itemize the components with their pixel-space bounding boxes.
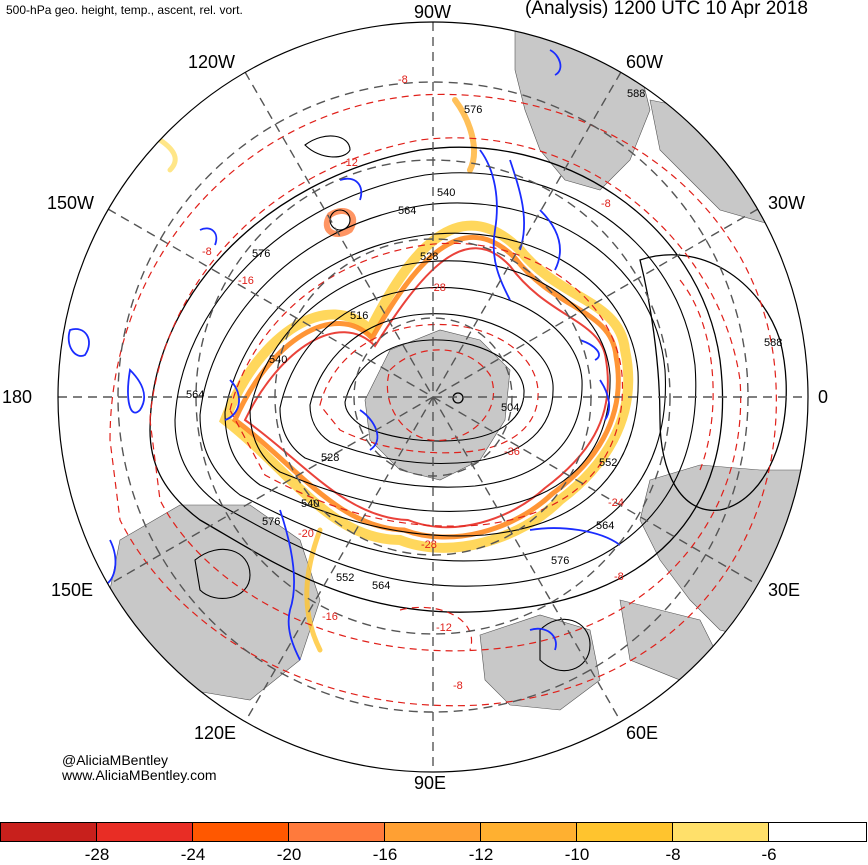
graticule [58, 22, 808, 772]
land-greenland [514, 24, 651, 191]
colorbar-cell [0, 822, 97, 842]
colorbar-tick: -16 [372, 845, 398, 864]
temperature-contours [109, 93, 777, 707]
temp-label: -8 [601, 198, 611, 210]
height-label: 576 [551, 555, 570, 567]
height-label: 576 [464, 104, 483, 116]
height-contours [149, 135, 787, 672]
lon-label-30w: 30W [768, 193, 806, 213]
credit-handle: @AliciaMBentley [62, 752, 169, 768]
lon-label-0: 0 [818, 387, 829, 407]
lon-label-60e: 60E [626, 723, 659, 743]
temp-label: -20 [298, 528, 314, 540]
temp-label: -16 [238, 275, 254, 287]
colorbar-cell [288, 822, 385, 842]
colorbar-tick: -28 [84, 845, 110, 864]
lon-label-60w: 60W [626, 52, 664, 72]
colorbar-tick: -24 [180, 845, 206, 864]
height-label: 552 [599, 457, 618, 469]
temp-label: -28 [430, 282, 446, 294]
height-label: 588 [764, 337, 783, 349]
colorbar-cell [576, 822, 673, 842]
lon-label-180: 180 [2, 387, 33, 407]
temp-label: -8 [202, 246, 212, 258]
lon-label-120w: 120W [188, 52, 236, 72]
temp-label: -12 [342, 157, 358, 169]
colorbar-cell [768, 822, 867, 842]
vorticity-shading [157, 97, 634, 653]
height-label: 528 [321, 452, 340, 464]
temp-label: -8 [398, 74, 408, 86]
lon-label-90e: 90E [414, 773, 447, 793]
height-label: 540 [269, 354, 288, 366]
lon-label-90w: 90W [414, 2, 452, 22]
map-boundary [57, 21, 809, 773]
colorbar-cell [96, 822, 193, 842]
colorbar-tick: -20 [276, 845, 302, 864]
height-label: 564 [398, 205, 417, 217]
map-content [58, 22, 808, 772]
colorbar-tick: -12 [468, 845, 494, 864]
temp-label: -24 [608, 497, 624, 509]
colorbar-cell [384, 822, 481, 842]
height-label: 564 [186, 389, 205, 401]
height-label: 576 [252, 248, 271, 260]
lon-label-150w: 150W [47, 193, 95, 213]
colorbar-cell [480, 822, 577, 842]
ascent-contours [67, 49, 621, 661]
land-asia-east [109, 504, 321, 701]
height-label: 540 [301, 498, 320, 510]
height-label: 540 [437, 187, 456, 199]
height-label: 504 [501, 402, 520, 414]
height-label: 516 [350, 310, 369, 322]
lon-label-30e: 30E [768, 580, 801, 600]
height-label: 588 [627, 88, 646, 100]
temp-label: -36 [504, 446, 520, 458]
temp-label: -28 [421, 539, 437, 551]
temp-label: -8 [453, 680, 463, 692]
colorbar-tick: -8 [665, 845, 681, 864]
colorbar-tick: -10 [564, 845, 590, 864]
temp-label: -16 [322, 611, 338, 623]
land-siberia [479, 614, 601, 711]
map-subtitle: 500-hPa geo. height, temp., ascent, rel.… [6, 3, 243, 17]
height-label: 552 [336, 572, 355, 584]
lon-label-120e: 120E [194, 723, 237, 743]
land-arctic-central [364, 329, 511, 481]
credit-website: www.AliciaMBentley.com [62, 767, 217, 783]
colorbar-cell [672, 822, 769, 842]
temp-label: -8 [614, 571, 624, 583]
map-title: (Analysis) 1200 UTC 10 Apr 2018 [524, 0, 808, 19]
height-label: 564 [596, 520, 615, 532]
height-label: 576 [262, 516, 281, 528]
colorbar-cell [192, 822, 289, 842]
height-label: 564 [372, 580, 391, 592]
lon-label-150e: 150E [51, 580, 94, 600]
temp-label: -12 [436, 622, 452, 634]
colorbar-tick: -6 [761, 845, 777, 864]
height-label: 528 [420, 251, 439, 263]
